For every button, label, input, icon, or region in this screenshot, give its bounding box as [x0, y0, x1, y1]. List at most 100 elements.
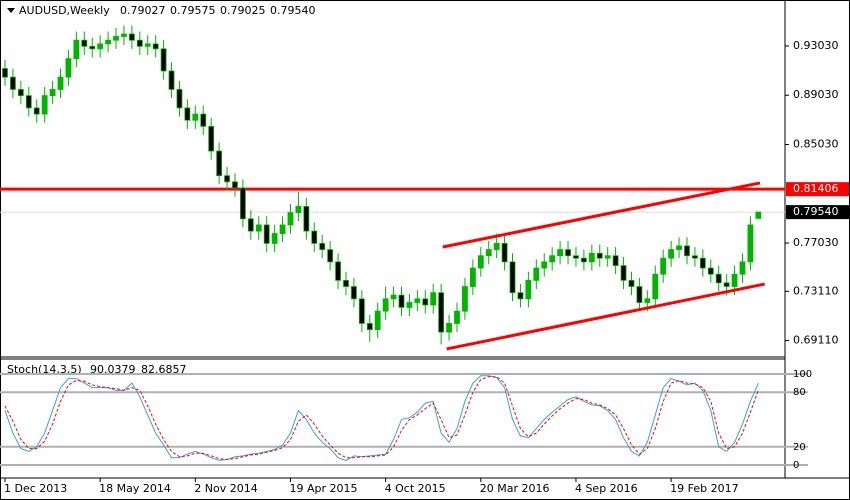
y-tick-label: 0.69110 — [793, 334, 839, 347]
ohlc-value: 0.79540 — [270, 4, 316, 17]
candle-body — [485, 249, 492, 257]
candle-body — [612, 255, 619, 266]
candle-body — [652, 273, 659, 300]
candle-body — [517, 292, 524, 300]
candle-body — [160, 48, 167, 72]
candle-body — [224, 175, 230, 183]
y-tick-label: 0.73110 — [793, 284, 839, 297]
candle-body — [422, 298, 429, 306]
chart-title: AUDUSD,Weekly — [19, 4, 110, 17]
candle-body — [620, 265, 627, 281]
candle-body — [557, 249, 563, 257]
candle-body — [105, 39, 111, 45]
candle-body — [168, 70, 175, 90]
candle-body — [580, 257, 587, 263]
candle-body — [343, 279, 349, 287]
indicator-value: 82.6857 — [141, 363, 187, 376]
y-tick-label: 80 — [793, 387, 806, 398]
candle-body — [33, 107, 40, 115]
stoch-line — [4, 375, 759, 461]
ohlc-value: 0.79575 — [170, 4, 216, 17]
candle-body — [17, 89, 24, 97]
level-label-box — [786, 182, 849, 197]
menu-triangle — [7, 8, 15, 13]
candle-body — [25, 95, 32, 109]
candle-body — [414, 298, 421, 303]
candle-body — [739, 261, 746, 275]
candle-body — [723, 282, 730, 287]
candle-body — [255, 224, 262, 232]
candle-body — [113, 36, 119, 41]
candle-body — [469, 267, 476, 287]
candle-body — [588, 252, 595, 263]
candle-body — [176, 89, 183, 109]
candle-body — [327, 249, 334, 263]
candle-body — [351, 286, 357, 300]
candle-body — [73, 39, 80, 60]
candle-body — [755, 211, 762, 219]
last-price-box — [786, 205, 849, 220]
candle-body — [239, 187, 246, 220]
y-tick-label: 0.85030 — [793, 138, 839, 151]
candle-body — [335, 261, 341, 281]
candle-body — [303, 206, 310, 232]
y-tick-label: 100 — [793, 369, 812, 380]
candle-body — [184, 107, 191, 121]
candle-body — [398, 294, 405, 308]
trend-line — [442, 181, 761, 249]
candle-body — [707, 267, 714, 275]
candle-body — [573, 255, 579, 259]
candle-body — [660, 257, 667, 275]
candle-body — [152, 43, 159, 50]
x-tick-label: 2 Nov 2014 — [194, 482, 257, 495]
candle-body — [57, 76, 64, 90]
candle-body — [604, 255, 611, 259]
candle-body — [144, 43, 151, 47]
y-tick-label: 0.93030 — [793, 39, 839, 52]
candle-body — [446, 323, 452, 333]
x-tick-label: 20 Mar 2016 — [480, 482, 550, 495]
candle-body — [49, 89, 56, 97]
candle-body — [509, 261, 516, 294]
indicator-value: 90.0379 — [90, 363, 136, 376]
candle-body — [216, 150, 223, 177]
candle-body — [628, 279, 635, 287]
candle-body — [644, 298, 651, 303]
candle-body — [200, 113, 207, 127]
candle-body — [41, 95, 48, 115]
level-label: 0.81406 — [793, 182, 839, 195]
candle-body — [208, 125, 215, 152]
stoch-line — [4, 376, 759, 461]
candle-body — [358, 298, 365, 324]
candle-body — [477, 255, 484, 269]
candle-body — [533, 267, 540, 281]
candle-body — [271, 233, 278, 244]
candle-body — [462, 286, 468, 312]
candle-body — [454, 310, 460, 324]
candle-body — [501, 243, 508, 263]
candle-body — [430, 292, 437, 306]
x-tick-label: 18 May 2014 — [99, 482, 171, 495]
y-tick-label: 20 — [793, 442, 806, 453]
x-tick-label: 1 Dec 2013 — [4, 482, 67, 495]
candle-body — [128, 33, 135, 41]
candle-body — [97, 43, 104, 50]
x-tick-label: 4 Sep 2016 — [575, 482, 638, 495]
candle-body — [287, 212, 294, 226]
candle-body — [406, 302, 413, 308]
candle-body — [636, 286, 643, 303]
candle-body — [81, 39, 88, 47]
candle-body — [676, 245, 682, 250]
candle-body — [390, 294, 397, 300]
ohlc-value: 0.79027 — [120, 4, 166, 17]
candle-body — [715, 273, 722, 284]
x-tick-label: 19 Feb 2017 — [670, 482, 738, 495]
candle-body — [10, 76, 16, 90]
candle-body — [692, 255, 698, 259]
candle-body — [549, 255, 556, 263]
candle-body — [382, 298, 389, 312]
candle-body — [136, 39, 143, 47]
candle-body — [699, 257, 706, 269]
candle-body — [295, 206, 302, 214]
